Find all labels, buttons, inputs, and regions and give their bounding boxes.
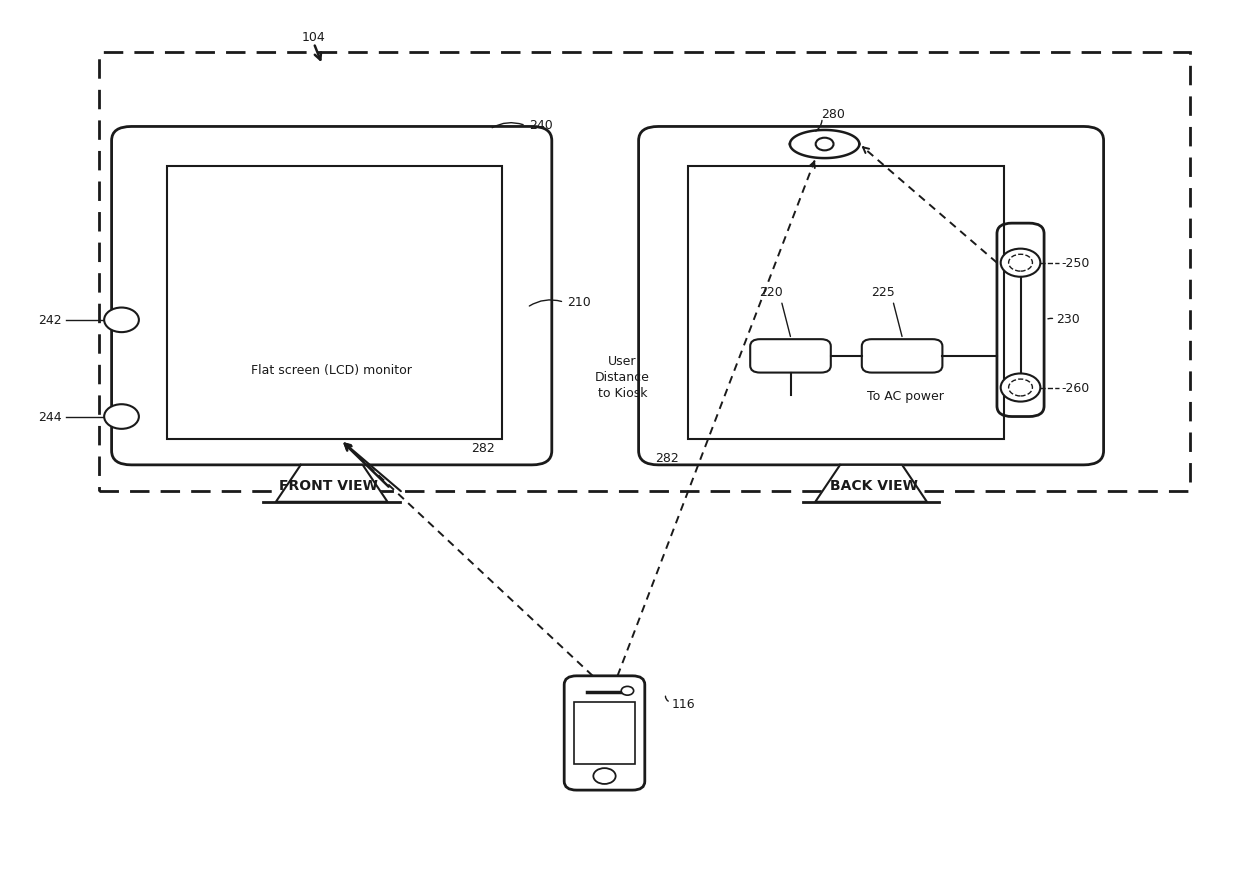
Text: -260: -260 [1061, 382, 1090, 394]
Text: BACK VIEW: BACK VIEW [831, 479, 918, 493]
Text: 242: 242 [38, 314, 62, 327]
Polygon shape [275, 465, 387, 502]
Polygon shape [816, 465, 928, 502]
Text: 244: 244 [38, 411, 62, 423]
Text: 282: 282 [471, 442, 495, 454]
Text: 280: 280 [821, 108, 844, 120]
Text: 210: 210 [567, 296, 590, 308]
Circle shape [1008, 255, 1033, 272]
Circle shape [104, 308, 139, 333]
Circle shape [104, 405, 139, 429]
Bar [688, 167, 1004, 439]
Circle shape [621, 687, 634, 695]
Text: 230: 230 [1056, 313, 1080, 326]
Bar [99, 53, 1190, 492]
Text: 240: 240 [529, 119, 553, 132]
Circle shape [1001, 374, 1040, 402]
Text: 116: 116 [672, 698, 696, 710]
Text: 225: 225 [870, 285, 895, 299]
Text: Flat screen (LCD) monitor: Flat screen (LCD) monitor [250, 364, 412, 377]
Text: User
Distance
to Kiosk: User Distance to Kiosk [595, 355, 650, 400]
Text: 104: 104 [301, 32, 326, 44]
Bar [574, 702, 635, 764]
Circle shape [816, 139, 833, 151]
Circle shape [1008, 379, 1033, 397]
Text: To AC power: To AC power [867, 390, 944, 402]
Circle shape [1001, 249, 1040, 277]
Circle shape [594, 768, 615, 784]
Bar [167, 167, 502, 439]
Text: 282: 282 [655, 452, 678, 464]
Text: FRONT VIEW: FRONT VIEW [279, 479, 378, 493]
Text: 220: 220 [759, 285, 784, 299]
Text: -250: -250 [1061, 257, 1090, 270]
